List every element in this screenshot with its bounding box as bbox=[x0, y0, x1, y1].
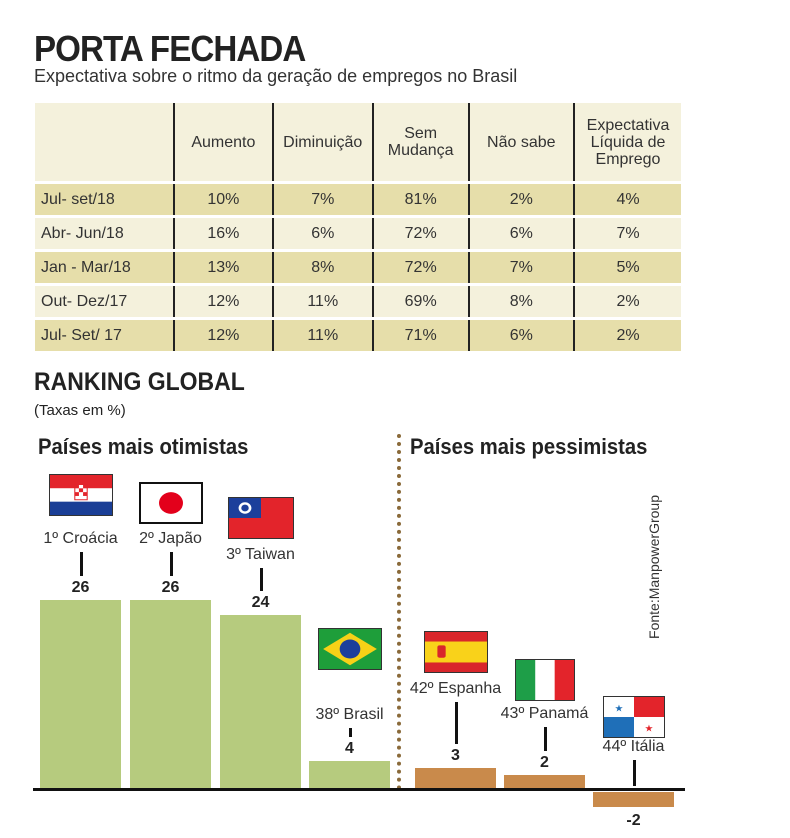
table-cell: 11% bbox=[271, 320, 372, 351]
value-label: -2 bbox=[626, 812, 641, 829]
table-cell: 8% bbox=[467, 286, 573, 317]
bar bbox=[504, 775, 585, 790]
value-label: 26 bbox=[161, 579, 180, 597]
value-label: 24 bbox=[251, 593, 270, 611]
table-row: Jul- Set/ 17 12% 11% 71% 6% 2% bbox=[35, 320, 681, 351]
table-row: Jul- set/18 10% 7% 81% 2% 4% bbox=[35, 184, 681, 215]
leader-line bbox=[169, 552, 173, 577]
header-cell: Expectativa Líquida de Emprego bbox=[573, 103, 681, 181]
group-divider bbox=[397, 434, 401, 790]
ranking-title: RANKING GLOBAL bbox=[34, 368, 245, 396]
table-row: Out- Dez/17 12% 11% 69% 8% 2% bbox=[35, 286, 681, 317]
country-label: 38º Brasil bbox=[315, 706, 384, 723]
table-cell: 12% bbox=[173, 320, 272, 351]
table-cell: 6% bbox=[467, 218, 573, 249]
table-cell: 72% bbox=[371, 252, 468, 283]
source-note: Fonte:ManpowerGroup bbox=[646, 495, 662, 639]
leader-line bbox=[543, 727, 547, 752]
table-row: Abr- Jun/18 16% 6% 72% 6% 7% bbox=[35, 218, 681, 249]
period-cell: Jan - Mar/18 bbox=[35, 252, 173, 283]
svg-text:★: ★ bbox=[644, 723, 653, 734]
japan-flag-icon bbox=[138, 482, 203, 524]
table-cell: 8% bbox=[271, 252, 372, 283]
country-label: 2º Japão bbox=[139, 530, 202, 547]
table-header-row: Aumento Diminuição Sem Mudança Não sabe … bbox=[35, 103, 681, 181]
leader-line bbox=[348, 728, 352, 737]
taiwan-flag-icon bbox=[227, 497, 294, 539]
optimist-heading: Países mais otimistas bbox=[38, 434, 249, 459]
table-cell: 72% bbox=[371, 218, 468, 249]
leader-line bbox=[259, 568, 263, 591]
table-cell: 7% bbox=[467, 252, 573, 283]
header-cell: Diminuição bbox=[271, 103, 372, 181]
value-label: 2 bbox=[540, 754, 549, 772]
table-cell: 10% bbox=[173, 184, 272, 215]
table-cell: 5% bbox=[573, 252, 681, 283]
bar bbox=[593, 792, 674, 807]
country-label: 42º Espanha bbox=[409, 680, 502, 697]
bar bbox=[130, 600, 211, 790]
leader-line bbox=[79, 552, 83, 577]
table-cell: 12% bbox=[173, 286, 272, 317]
svg-text:★: ★ bbox=[614, 703, 623, 714]
bar bbox=[220, 614, 301, 790]
italy-flag-icon bbox=[514, 659, 575, 701]
period-cell: Out- Dez/17 bbox=[35, 286, 173, 317]
value-label: 4 bbox=[345, 739, 354, 757]
spain-flag-icon bbox=[423, 631, 488, 673]
table-cell: 2% bbox=[467, 184, 573, 215]
country-label: 1º Croácia bbox=[43, 530, 118, 547]
x-axis bbox=[33, 788, 685, 791]
table-cell: 13% bbox=[173, 252, 272, 283]
table-cell: 6% bbox=[467, 320, 573, 351]
header-cell: Aumento bbox=[173, 103, 272, 181]
value-label: 26 bbox=[71, 579, 90, 597]
subtitle: Expectativa sobre o ritmo da geração de … bbox=[34, 66, 518, 86]
bar bbox=[415, 768, 496, 790]
country-label: 3º Taiwan bbox=[226, 546, 295, 563]
table-cell: 2% bbox=[573, 320, 681, 351]
table-cell: 7% bbox=[271, 184, 372, 215]
value-label: 3 bbox=[451, 747, 460, 765]
croatia-flag-icon bbox=[48, 474, 113, 516]
leader-line bbox=[454, 702, 458, 745]
header-cell: Sem Mudança bbox=[371, 103, 468, 181]
pessimist-heading: Países mais pessimistas bbox=[410, 434, 648, 459]
country-label: 44º Itália bbox=[602, 738, 665, 755]
period-cell: Abr- Jun/18 bbox=[35, 218, 173, 249]
table-cell: 16% bbox=[173, 218, 272, 249]
table-cell: 2% bbox=[573, 286, 681, 317]
country-label: 43º Panamá bbox=[500, 705, 589, 722]
period-cell: Jul- Set/ 17 bbox=[35, 320, 173, 351]
title: PORTA FECHADA bbox=[34, 28, 306, 69]
table-cell: 69% bbox=[371, 286, 468, 317]
header-cell: Não sabe bbox=[467, 103, 573, 181]
bar bbox=[40, 600, 121, 790]
table-cell: 71% bbox=[371, 320, 468, 351]
table-cell: 4% bbox=[573, 184, 681, 215]
leader-line bbox=[632, 760, 636, 786]
panama-flag-icon: ★ ★ bbox=[602, 696, 665, 738]
bar bbox=[309, 760, 390, 790]
table-cell: 11% bbox=[271, 286, 372, 317]
table-cell: 6% bbox=[271, 218, 372, 249]
ranking-subtitle: (Taxas em %) bbox=[34, 402, 126, 419]
brazil-flag-icon bbox=[317, 628, 382, 670]
header-cell bbox=[35, 103, 173, 181]
table-row: Jan - Mar/18 13% 8% 72% 7% 5% bbox=[35, 252, 681, 283]
expectation-table: Aumento Diminuição Sem Mudança Não sabe … bbox=[35, 100, 681, 354]
table-cell: 81% bbox=[371, 184, 468, 215]
table-cell: 7% bbox=[573, 218, 681, 249]
period-cell: Jul- set/18 bbox=[35, 184, 173, 215]
